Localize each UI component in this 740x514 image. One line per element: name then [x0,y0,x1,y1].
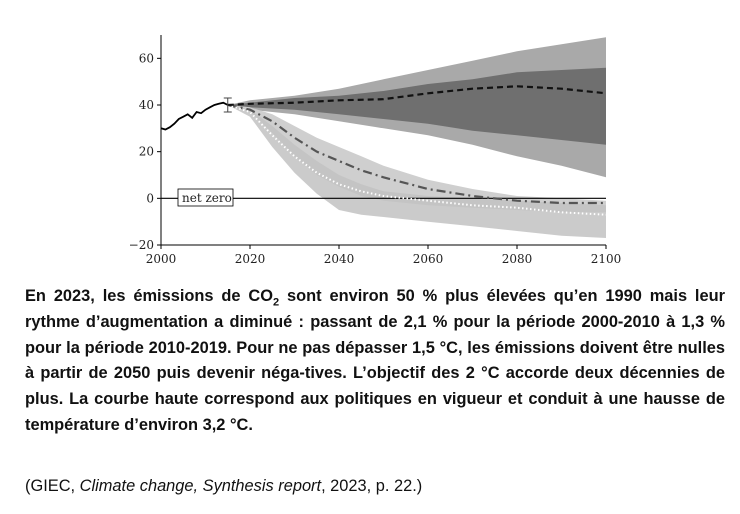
caption-subscript: 2 [273,296,280,309]
line-current-policies [227,85,607,107]
y-tick-label: 20 [139,145,154,159]
y-tick-label: −20 [129,238,154,252]
line-2c-scenario [227,103,606,205]
net-zero-label: net zero [182,191,232,205]
x-tick-label: 2080 [502,252,533,266]
net-zero-annotation: net zero [177,188,234,207]
source-citation: (GIEC, Climate change, Synthesis report,… [25,477,725,496]
y-tick-label: 40 [139,98,154,112]
caption-part-1: En 2023, les émissions de CO [25,287,273,305]
chart-caption: En 2023, les émissions de CO2 sont envir… [25,284,725,439]
caption-part-2: sont environ 50 % plus élevées qu’en 199… [25,287,725,434]
x-tick-label: 2040 [324,252,355,266]
band-1-5c-scenario [227,105,607,238]
line-historical [160,101,229,131]
scenario-bands [227,37,607,238]
source-title: Climate change, Synthesis report [79,477,322,495]
x-tick-label: 2000 [146,252,177,266]
x-tick-label: 2060 [413,252,444,266]
y-tick-label: 0 [146,191,154,205]
source-close: , 2023, p. 22.) [321,477,423,495]
source-open: (GIEC, [25,477,80,495]
x-tick-label: 2020 [235,252,266,266]
net-zero-box [177,188,234,207]
x-tick-label: 2100 [591,252,622,266]
y-tick-label: 60 [139,51,154,65]
scenario-lines [160,85,607,216]
